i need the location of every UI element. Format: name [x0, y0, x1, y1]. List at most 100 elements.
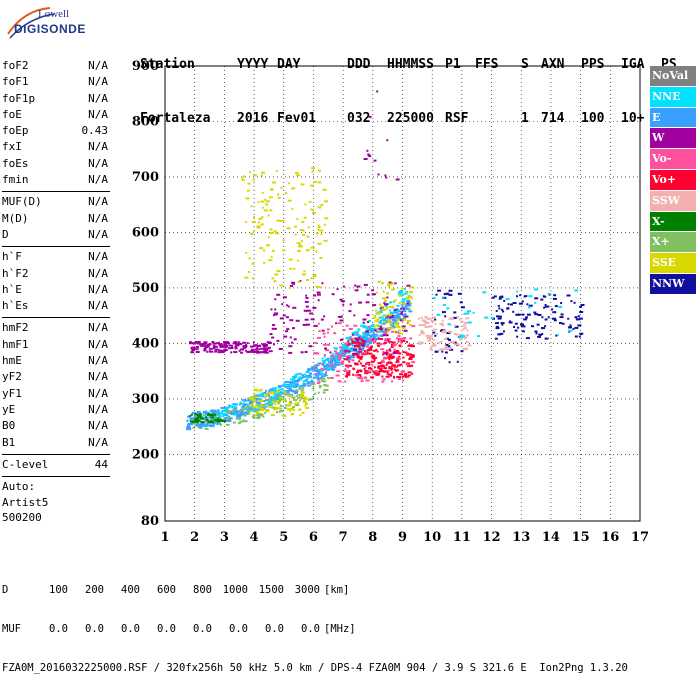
legend-item-x-: X- [650, 211, 696, 232]
header-value-1: 2016 [237, 111, 269, 126]
echo-point-e [354, 343, 359, 346]
param-name: D [2, 227, 9, 241]
echo-point-w [192, 342, 196, 345]
echo-point-e [366, 343, 370, 346]
footer-cell: 0.0 [265, 623, 284, 635]
legend-item-vo-: Vo- [650, 149, 696, 169]
legend-item-ssw: SSW [650, 190, 696, 211]
echo-point-e [249, 400, 254, 403]
echo-point-vo- [368, 366, 371, 369]
echo-point-nne [321, 357, 324, 360]
echo-point-nne [363, 325, 368, 328]
echo-point-vo- [353, 324, 358, 327]
echo-point-sse [271, 277, 275, 280]
echo-point-sse [272, 181, 277, 184]
echo-point-e [363, 332, 367, 335]
echo-point-w [321, 329, 325, 332]
echo-point-nnw [538, 333, 542, 336]
param-row-fof2: foF2 N/A [2, 58, 110, 74]
echo-point-vo- [393, 368, 396, 371]
echo-point-nnw [452, 316, 457, 319]
echo-point-w [365, 301, 370, 304]
echo-point-e [311, 367, 316, 370]
echo-point-nnw [560, 313, 564, 316]
echo-point-e [237, 415, 241, 418]
echo-point-e [255, 394, 258, 397]
echo-point-x- [311, 383, 316, 386]
echo-point-sse [266, 200, 270, 203]
echo-point-nnw [460, 306, 465, 309]
echo-point-x- [237, 417, 242, 420]
echo-point-vo- [367, 339, 372, 342]
echo-point-nne [389, 301, 392, 304]
echo-point-w [384, 174, 387, 177]
echo-point-w [274, 327, 277, 330]
echo-point-x- [194, 422, 198, 425]
echo-point-nne [293, 384, 296, 387]
echo-point-sse [406, 320, 411, 322]
echo-point-sse [409, 324, 412, 327]
echo-point-vo- [404, 372, 408, 375]
echo-point-nnw [495, 325, 499, 328]
echo-point-e [286, 383, 291, 386]
echo-point-e [396, 316, 399, 319]
echo-point-nne [346, 336, 351, 339]
echo-point-w [358, 348, 362, 351]
echo-point-nne [379, 322, 383, 324]
echo-point-e [307, 368, 311, 370]
echo-point-vo- [346, 373, 351, 376]
echo-point-nnw [500, 322, 505, 325]
echo-point-vo- [396, 364, 401, 367]
echo-point-e [337, 363, 341, 366]
echo-point-sse [265, 244, 270, 247]
echo-point-nne [215, 418, 219, 421]
echo-point-nnw [547, 305, 550, 308]
echo-point-nne [246, 403, 250, 406]
echo-point-vo- [373, 358, 376, 361]
echo-point-sse [296, 242, 301, 245]
echo-point-sse [385, 307, 389, 310]
echo-point-nnw [580, 304, 585, 306]
echo-point-w [234, 347, 238, 350]
echo-point-e [315, 366, 318, 369]
echo-point-sse [319, 286, 322, 289]
echo-point-vo- [395, 365, 398, 368]
echo-point-vo- [398, 357, 401, 360]
echo-point-e [294, 380, 299, 383]
echo-point-sse [256, 225, 261, 228]
echo-point-w [263, 348, 266, 351]
echo-point-nne [371, 323, 375, 326]
echo-point-vo- [358, 360, 361, 363]
echo-point-w [386, 139, 389, 142]
echo-point-x- [279, 394, 282, 397]
echo-point-ssw [459, 338, 463, 341]
auto-label: Auto: [2, 480, 36, 494]
echo-point-e [302, 376, 306, 378]
echo-point-vo- [391, 356, 395, 359]
echo-point-e [406, 299, 411, 302]
echo-point-e [270, 388, 274, 391]
divider [2, 476, 110, 478]
echo-point-nnw [533, 311, 537, 314]
echo-point-e [397, 313, 402, 315]
echo-point-e [374, 337, 378, 340]
x-tick-label: 14 [542, 530, 560, 545]
echo-point-w [351, 333, 354, 336]
echo-point-sse [275, 232, 279, 235]
echo-point-ssw [463, 321, 468, 324]
echo-point-vo- [385, 364, 388, 366]
param-row-foe: foE N/A [2, 107, 110, 123]
echo-point-w [190, 351, 195, 354]
echo-point-e [390, 322, 395, 324]
echo-point-e [295, 383, 299, 386]
echo-point-sse [271, 400, 276, 403]
echo-point-nne [228, 406, 231, 409]
param-name: yF2 [2, 370, 22, 384]
echo-point-w [385, 176, 388, 179]
echo-point-sse [402, 318, 407, 321]
param-value: N/A [88, 419, 108, 433]
echo-point-nne [219, 411, 223, 414]
echo-point-vo- [331, 364, 335, 367]
echo-point-e [218, 415, 222, 418]
echo-point-e [216, 409, 219, 412]
